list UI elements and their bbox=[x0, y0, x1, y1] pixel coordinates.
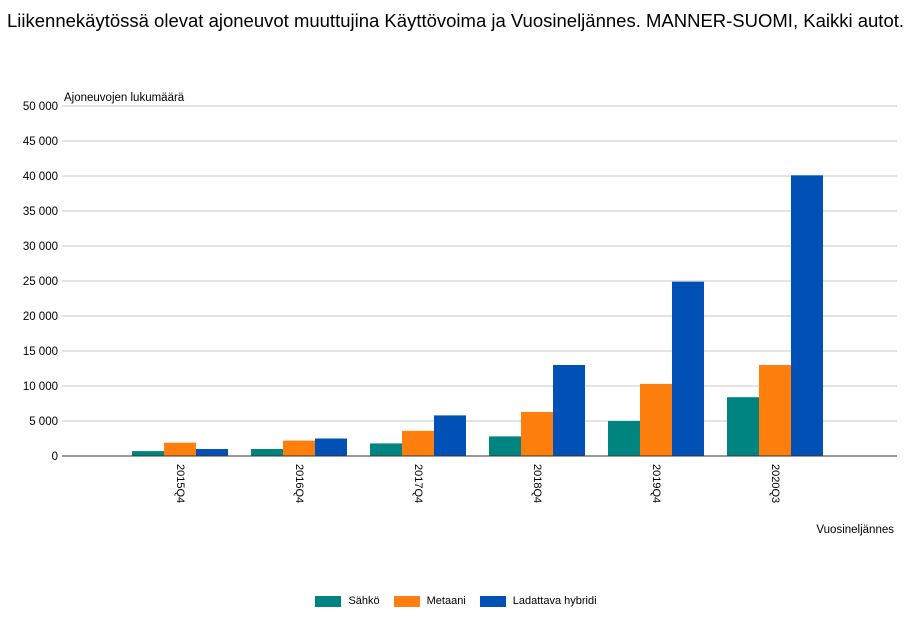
y-tick-label: 30 000 bbox=[23, 241, 58, 253]
legend-swatch bbox=[315, 595, 342, 607]
bar[interactable] bbox=[315, 438, 347, 457]
x-axis-ticks: 2015Q4 2016Q4 2017Q4 2018Q4 2019Q4 2020Q3 bbox=[174, 464, 781, 503]
bar[interactable] bbox=[640, 383, 672, 456]
bar[interactable] bbox=[553, 365, 585, 456]
bar[interactable] bbox=[672, 281, 704, 456]
x-tick-label: 2020Q3 bbox=[769, 464, 781, 503]
legend-label: Ladattava hybridi bbox=[512, 595, 597, 607]
y-tick-label: 15 000 bbox=[23, 346, 58, 358]
legend-label: Metaani bbox=[426, 595, 466, 607]
legend: Sähkö Metaani Ladattava hybridi bbox=[0, 595, 912, 607]
y-tick-label: 50 000 bbox=[23, 101, 58, 113]
y-tick-label: 25 000 bbox=[23, 276, 58, 288]
bar[interactable] bbox=[489, 436, 521, 456]
bar[interactable] bbox=[434, 415, 466, 456]
x-tick-label: 2018Q4 bbox=[531, 464, 543, 503]
bar[interactable] bbox=[283, 440, 315, 456]
bar[interactable] bbox=[608, 421, 640, 456]
bar[interactable] bbox=[370, 443, 402, 456]
legend-label: Sähkö bbox=[348, 595, 380, 607]
bar[interactable] bbox=[402, 430, 434, 456]
y-tick-label: 5 000 bbox=[29, 416, 58, 428]
bar[interactable] bbox=[132, 451, 164, 456]
bar[interactable] bbox=[164, 442, 196, 456]
bars bbox=[132, 175, 823, 457]
x-axis-label: Vuosineljännes bbox=[816, 524, 894, 536]
bar[interactable] bbox=[251, 449, 283, 456]
bar[interactable] bbox=[759, 365, 791, 456]
bar[interactable] bbox=[727, 397, 759, 456]
y-tick-label: 0 bbox=[52, 451, 58, 463]
bar[interactable] bbox=[521, 411, 553, 456]
y-axis-label: Ajoneuvojen lukumäärä bbox=[64, 92, 185, 104]
y-tick-label: 20 000 bbox=[23, 311, 58, 323]
y-tick-label: 10 000 bbox=[23, 381, 58, 393]
y-tick-label: 45 000 bbox=[23, 136, 58, 148]
bar-chart: 0 5 000 10 000 15 000 20 000 25 000 30 000 35 0… bbox=[23, 92, 897, 536]
y-tick-label: 40 000 bbox=[23, 171, 58, 183]
y-axis-ticks: 0 5 000 10 000 15 000 20 000 25 000 30 000 35 0… bbox=[23, 101, 58, 463]
y-tick-label: 35 000 bbox=[23, 206, 58, 218]
bar[interactable] bbox=[791, 175, 823, 457]
x-tick-label: 2015Q4 bbox=[174, 464, 186, 503]
gridlines bbox=[62, 105, 897, 422]
legend-swatch bbox=[393, 595, 420, 607]
legend-swatch bbox=[479, 595, 506, 607]
legend-item[interactable]: Metaani bbox=[393, 595, 466, 607]
chart-title: Liikennekäytössä olevat ajoneuvot muuttu… bbox=[7, 10, 905, 31]
legend-item[interactable]: Sähkö bbox=[315, 595, 380, 607]
x-tick-label: 2017Q4 bbox=[412, 464, 424, 503]
bar[interactable] bbox=[196, 449, 228, 456]
x-tick-label: 2016Q4 bbox=[293, 464, 305, 503]
legend-item[interactable]: Ladattava hybridi bbox=[479, 595, 597, 607]
x-tick-label: 2019Q4 bbox=[650, 464, 662, 503]
